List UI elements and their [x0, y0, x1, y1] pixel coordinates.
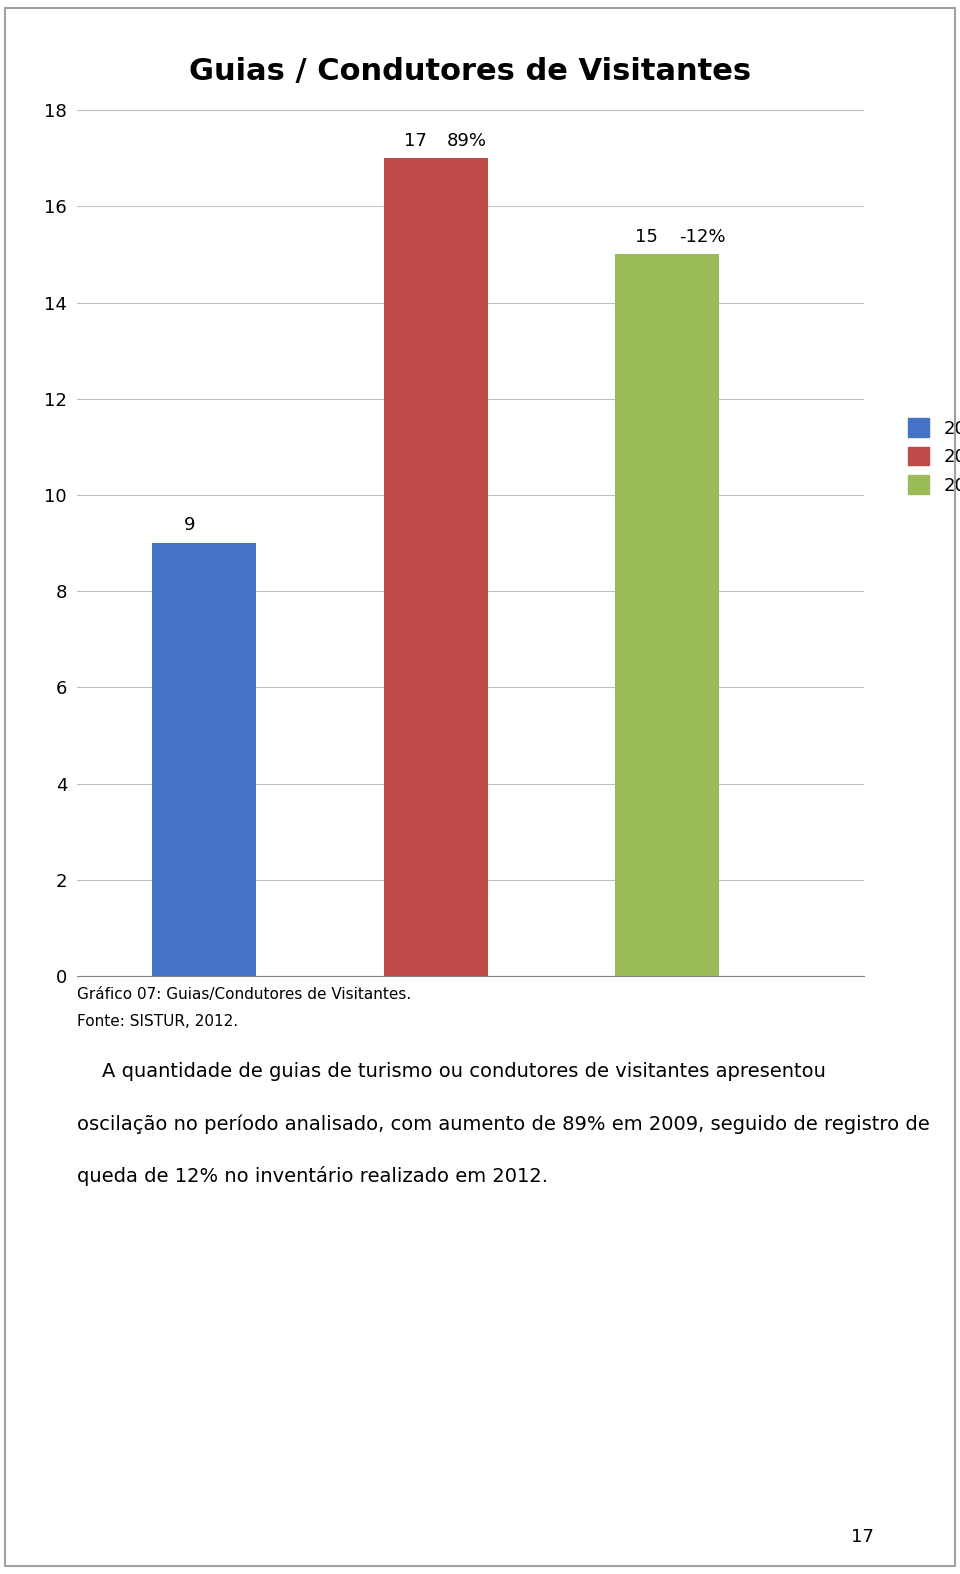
Text: -12%: -12%: [679, 228, 725, 246]
Text: Fonte: SISTUR, 2012.: Fonte: SISTUR, 2012.: [77, 1014, 238, 1029]
Title: Guias / Condutores de Visitantes: Guias / Condutores de Visitantes: [189, 57, 752, 85]
Text: oscilação no período analisado, com aumento de 89% em 2009, seguido de registro : oscilação no período analisado, com aume…: [77, 1114, 929, 1133]
Bar: [384, 159, 488, 976]
Text: queda de 12% no inventário realizado em 2012.: queda de 12% no inventário realizado em …: [77, 1166, 548, 1187]
Bar: [152, 543, 256, 976]
Bar: [615, 255, 719, 976]
Legend: 2006, 2009, 2012: 2006, 2009, 2012: [900, 411, 960, 502]
Text: 15: 15: [636, 228, 658, 246]
Text: Gráfico 07: Guias/Condutores de Visitantes.: Gráfico 07: Guias/Condutores de Visitant…: [77, 987, 411, 1003]
Text: 89%: 89%: [447, 132, 488, 150]
Text: 9: 9: [183, 516, 195, 535]
Text: 17: 17: [851, 1528, 874, 1546]
Text: 17: 17: [403, 132, 426, 150]
Text: A quantidade de guias de turismo ou condutores de visitantes apresentou: A quantidade de guias de turismo ou cond…: [77, 1062, 826, 1081]
